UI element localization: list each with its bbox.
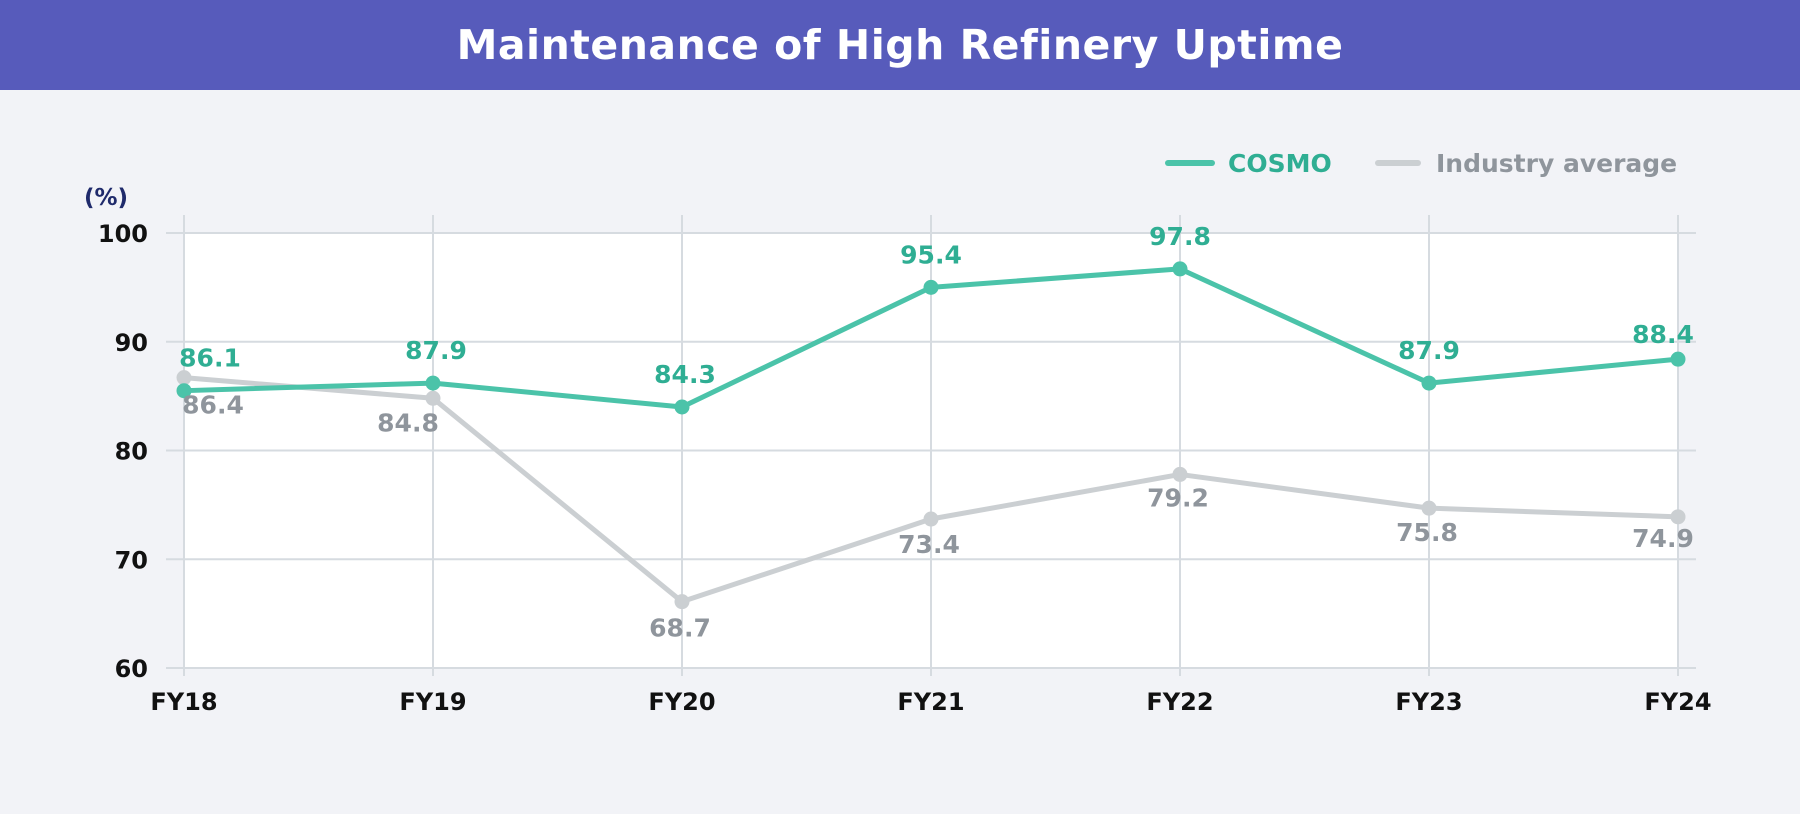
data-point-cosmo [674, 399, 690, 415]
x-tick-label: FY18 [150, 688, 217, 716]
data-label-industry-average: 68.7 [649, 614, 711, 643]
data-label-industry-average: 74.9 [1632, 524, 1694, 553]
data-label-cosmo: 88.4 [1632, 320, 1694, 349]
data-label-industry-average: 84.8 [377, 408, 439, 437]
data-label-industry-average: 79.2 [1147, 483, 1209, 512]
title-bar: Maintenance of High Refinery Uptime [0, 0, 1800, 90]
legend-label-cosmo: COSMO [1228, 149, 1332, 178]
data-point-cosmo [1172, 261, 1188, 277]
x-tick-label: FY19 [399, 688, 466, 716]
x-tick-label: FY24 [1644, 688, 1711, 716]
x-tick-label: FY23 [1395, 688, 1462, 716]
data-label-cosmo: 84.3 [654, 360, 716, 389]
data-point-industry-average [176, 370, 192, 386]
data-label-cosmo: 86.1 [179, 344, 241, 373]
data-label-cosmo: 87.9 [405, 336, 467, 365]
y-tick-label: 80 [115, 438, 148, 466]
data-point-industry-average [1172, 466, 1188, 482]
data-label-cosmo: 95.4 [900, 240, 962, 269]
data-label-industry-average: 75.8 [1396, 518, 1458, 547]
data-label-cosmo: 87.9 [1398, 336, 1460, 365]
chart-title: Maintenance of High Refinery Uptime [456, 21, 1344, 69]
x-tick-label: FY21 [897, 688, 964, 716]
data-point-industry-average [1670, 509, 1686, 525]
data-point-cosmo [176, 383, 192, 399]
legend-label-industry-average: Industry average [1436, 149, 1677, 178]
y-tick-label: 60 [115, 655, 148, 683]
data-label-industry-average: 86.4 [182, 391, 244, 420]
data-point-industry-average [923, 511, 939, 527]
x-tick-label: FY22 [1146, 688, 1213, 716]
y-tick-label: 100 [98, 220, 148, 248]
data-point-cosmo [425, 375, 441, 391]
data-point-industry-average [1421, 500, 1437, 516]
data-point-cosmo [1670, 351, 1686, 367]
uptime-line-chart: 60 70 80 90 100 FY18 FY19 FY20 FY21 FY22 FY23 FY24 (… [84, 149, 1712, 716]
data-label-cosmo: 97.8 [1149, 222, 1211, 251]
data-point-industry-average [674, 594, 690, 610]
y-axis-unit: (%) [84, 185, 128, 211]
x-tick-label: FY20 [648, 688, 715, 716]
data-point-cosmo [1421, 375, 1437, 391]
data-point-industry-average [425, 390, 441, 406]
data-label-industry-average: 73.4 [898, 530, 960, 559]
y-tick-label: 90 [115, 329, 148, 357]
data-point-cosmo [923, 279, 939, 295]
y-tick-label: 70 [115, 546, 148, 574]
